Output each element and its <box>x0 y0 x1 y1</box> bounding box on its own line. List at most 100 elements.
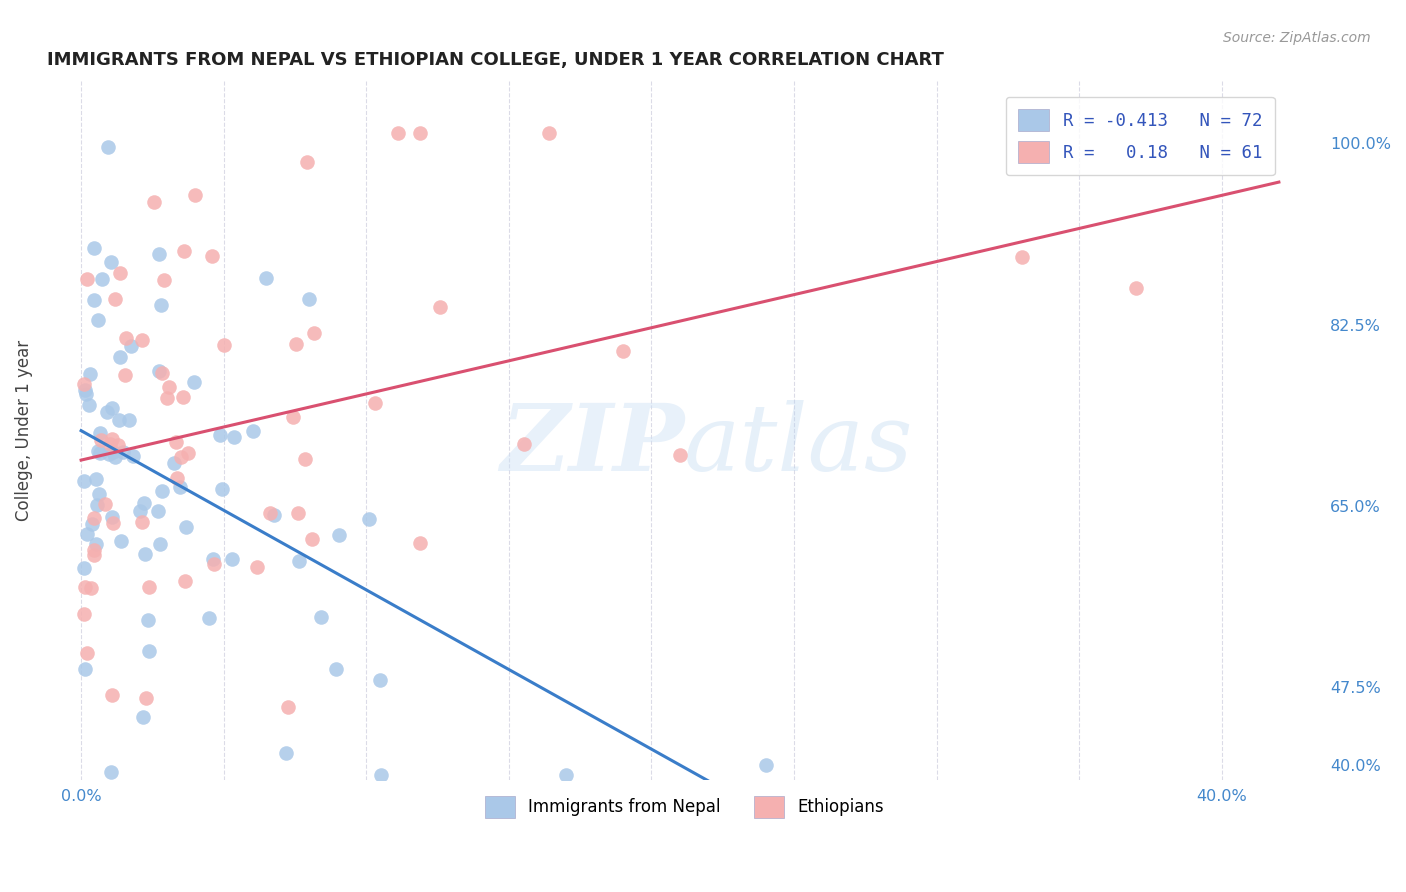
Point <box>101 401 124 415</box>
Point <box>138 581 160 595</box>
Point <box>149 537 172 551</box>
Point <box>138 644 160 658</box>
Point <box>118 413 141 427</box>
Point <box>96 405 118 419</box>
Point <box>309 610 332 624</box>
Point <box>328 527 350 541</box>
Point <box>172 390 194 404</box>
Text: ZIP: ZIP <box>501 400 685 490</box>
Point <box>142 194 165 209</box>
Point <box>197 610 219 624</box>
Point <box>295 155 318 169</box>
Point <box>304 326 326 341</box>
Point <box>173 244 195 259</box>
Point <box>276 746 298 760</box>
Point <box>259 506 281 520</box>
Y-axis label: College, Under 1 year: College, Under 1 year <box>15 340 32 522</box>
Point <box>156 391 179 405</box>
Point <box>135 690 157 705</box>
Point <box>76 272 98 286</box>
Point <box>100 255 122 269</box>
Point <box>184 188 207 202</box>
Point <box>108 413 131 427</box>
Point <box>104 293 127 307</box>
Point <box>101 445 124 459</box>
Point <box>222 430 245 444</box>
Point <box>214 338 236 352</box>
Point <box>166 470 188 484</box>
Point <box>281 410 304 425</box>
Point <box>100 765 122 780</box>
Point <box>73 377 96 392</box>
Point <box>98 437 121 451</box>
Point <box>90 271 112 285</box>
Point <box>538 126 561 140</box>
Point <box>84 536 107 550</box>
Point <box>277 700 299 714</box>
Point <box>87 444 110 458</box>
Point <box>150 366 173 380</box>
Text: Source: ZipAtlas.com: Source: ZipAtlas.com <box>1223 31 1371 45</box>
Point <box>75 383 97 397</box>
Point <box>100 432 122 446</box>
Point <box>73 561 96 575</box>
Point <box>87 487 110 501</box>
Point <box>132 496 155 510</box>
Point <box>115 331 138 345</box>
Point <box>263 508 285 522</box>
Point <box>112 445 135 459</box>
Point <box>77 397 100 411</box>
Point <box>211 482 233 496</box>
Point <box>246 559 269 574</box>
Point <box>157 379 180 393</box>
Point <box>150 298 173 312</box>
Point <box>73 474 96 488</box>
Text: atlas: atlas <box>685 400 914 490</box>
Point <box>256 271 278 285</box>
Point <box>82 517 104 532</box>
Point <box>169 480 191 494</box>
Point <box>183 376 205 390</box>
Point <box>108 350 131 364</box>
Point <box>301 532 323 546</box>
Point <box>370 768 392 782</box>
Point <box>86 498 108 512</box>
Point <box>75 581 97 595</box>
Point <box>131 516 153 530</box>
Point <box>103 516 125 531</box>
Point <box>122 449 145 463</box>
Point <box>201 249 224 263</box>
Point <box>146 504 169 518</box>
Point <box>208 427 231 442</box>
Point <box>409 535 432 549</box>
Point <box>83 293 105 307</box>
Point <box>148 246 170 260</box>
Point <box>153 272 176 286</box>
Point <box>166 435 188 450</box>
Point <box>110 534 132 549</box>
Point <box>131 333 153 347</box>
Point <box>83 542 105 557</box>
Point <box>176 519 198 533</box>
Point <box>150 484 173 499</box>
Point <box>148 364 170 378</box>
Point <box>409 126 432 140</box>
Point <box>368 673 391 688</box>
Point <box>101 510 124 524</box>
Point <box>288 554 311 568</box>
Legend: Immigrants from Nepal, Ethiopians: Immigrants from Nepal, Ethiopians <box>478 789 890 824</box>
Point <box>79 367 101 381</box>
Point <box>80 581 103 595</box>
Point <box>294 451 316 466</box>
Point <box>298 292 321 306</box>
Point <box>128 504 150 518</box>
Point <box>429 300 451 314</box>
Point <box>669 448 692 462</box>
Point <box>177 446 200 460</box>
Point <box>287 506 309 520</box>
Point <box>513 437 536 451</box>
Point <box>555 768 578 782</box>
Point <box>120 339 142 353</box>
Text: IMMIGRANTS FROM NEPAL VS ETHIOPIAN COLLEGE, UNDER 1 YEAR CORRELATION CHART: IMMIGRANTS FROM NEPAL VS ETHIOPIAN COLLE… <box>46 51 943 69</box>
Point <box>107 438 129 452</box>
